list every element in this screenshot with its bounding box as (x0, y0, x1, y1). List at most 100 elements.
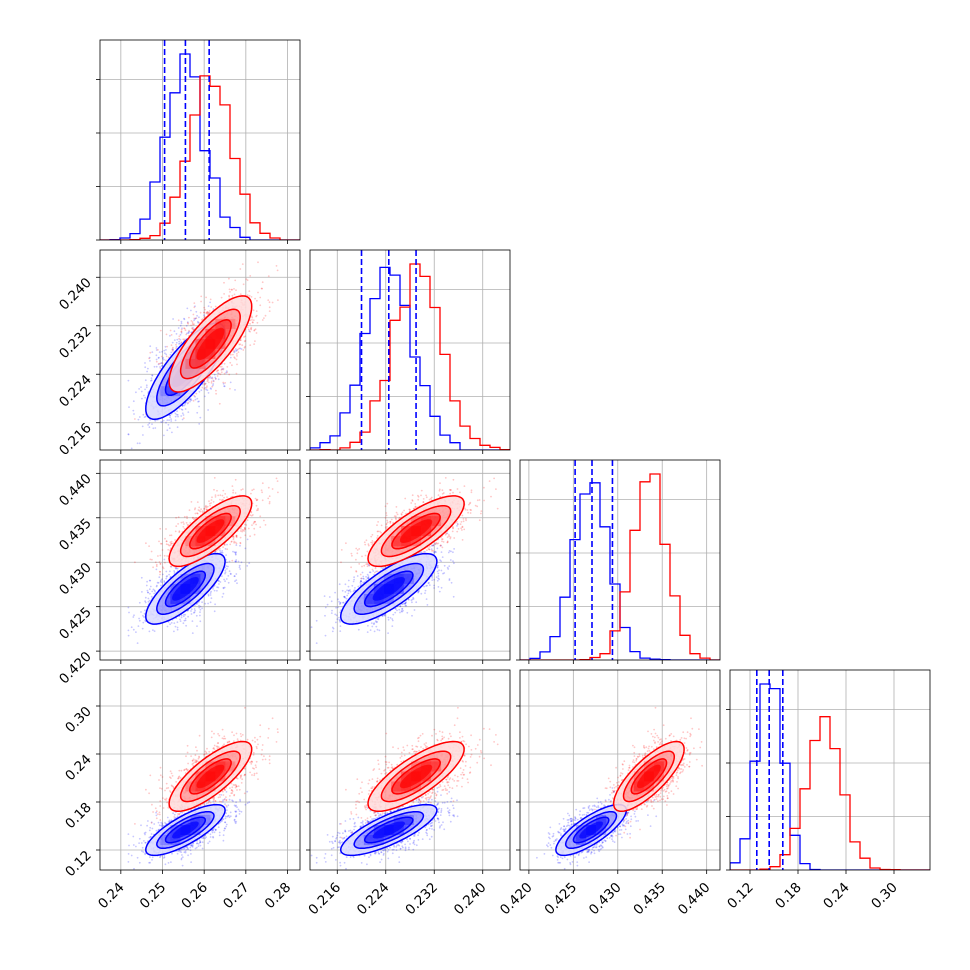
scatter-point (179, 342, 182, 345)
scatter-point (199, 620, 202, 623)
scatter-point (255, 499, 258, 502)
scatter-point (210, 590, 213, 593)
scatter-point (193, 394, 196, 397)
scatter-point (148, 356, 151, 359)
scatter-point (187, 615, 190, 618)
scatter-point (236, 363, 238, 366)
scatter-point (176, 621, 179, 624)
scatter-point (233, 551, 236, 554)
scatter-point (223, 372, 226, 375)
scatter-point (224, 572, 226, 575)
scatter-point (192, 399, 195, 402)
scatter-point (174, 419, 177, 422)
scatter-point (259, 296, 262, 299)
scatter-point (206, 311, 209, 314)
scatter-point (243, 346, 246, 349)
scatter-point (209, 601, 212, 604)
scatter-point (151, 423, 153, 425)
scatter-point (175, 343, 177, 346)
scatter-point (157, 357, 160, 359)
scatter-point (174, 415, 177, 418)
scatter-point (243, 340, 246, 343)
scatter-point (210, 380, 213, 383)
scatter-point (147, 591, 149, 594)
scatter-point (244, 547, 247, 550)
scatter-point (213, 589, 216, 592)
scatter-point (249, 323, 252, 325)
scatter-point (132, 628, 135, 631)
scatter-point (242, 349, 245, 351)
scatter-point (201, 386, 204, 389)
scatter-point (235, 573, 238, 575)
scatter-point (240, 348, 243, 350)
scatter-point (206, 310, 209, 313)
scatter-point (159, 527, 162, 530)
scatter-point (246, 538, 249, 541)
scatter-point (174, 539, 177, 541)
scatter-point (155, 585, 158, 588)
scatter-point (135, 391, 137, 394)
scatter-point (149, 585, 152, 588)
scatter-point (137, 625, 140, 627)
scatter-point (181, 412, 184, 415)
scatter-point (164, 352, 166, 355)
scatter-point (195, 317, 198, 319)
scatter-point (234, 553, 237, 555)
scatter-point (252, 309, 255, 312)
scatter-point (199, 614, 201, 617)
scatter-point (235, 372, 238, 375)
scatter-point (219, 551, 222, 554)
scatter-point (193, 317, 196, 320)
scatter-point (132, 400, 135, 403)
scatter-point (182, 417, 185, 420)
scatter-point (211, 376, 214, 379)
scatter-point (196, 411, 199, 414)
scatter-point (178, 531, 181, 534)
scatter-point (159, 573, 161, 576)
scatter-point (206, 380, 209, 383)
scatter-point (176, 414, 179, 416)
scatter-point (232, 353, 234, 356)
scatter-point (184, 403, 187, 405)
scatter-point (141, 425, 144, 428)
scatter-point (259, 304, 262, 307)
scatter-point (133, 413, 135, 415)
scatter-point (155, 360, 158, 363)
scatter-point (176, 410, 179, 413)
scatter-point (160, 362, 163, 364)
scatter-point (240, 561, 243, 564)
scatter-point (250, 492, 252, 495)
scatter-point (194, 609, 197, 612)
scatter-point (187, 332, 190, 335)
histogram-series-2 (100, 75, 300, 240)
scatter-point (165, 359, 167, 362)
scatter-point (178, 337, 181, 340)
scatter-point (165, 353, 168, 356)
scatter-point (160, 421, 163, 423)
scatter-point (146, 370, 149, 373)
scatter-point (252, 321, 254, 324)
scatter-point (239, 568, 242, 570)
panel-frame (99, 39, 301, 241)
scatter-point (203, 383, 206, 385)
scatter-point (195, 310, 198, 313)
scatter-point (175, 345, 178, 348)
scatter-point (221, 551, 224, 554)
scatter-point (203, 388, 206, 390)
scatter-point (207, 594, 210, 597)
scatter-point (138, 388, 141, 390)
scatter-point (161, 362, 164, 364)
scatter-point (176, 338, 179, 341)
scatter-point (138, 601, 141, 604)
scatter-point (154, 427, 157, 429)
scatter-point (250, 514, 253, 517)
scatter-point (181, 327, 183, 330)
scatter-point (194, 398, 197, 401)
scatter-point (147, 367, 149, 370)
scatter-point (187, 331, 190, 334)
scatter-point (223, 578, 226, 581)
scatter-point (254, 340, 256, 342)
scatter-point (220, 369, 223, 371)
scatter-point (148, 588, 151, 591)
scatter-point (144, 600, 147, 603)
